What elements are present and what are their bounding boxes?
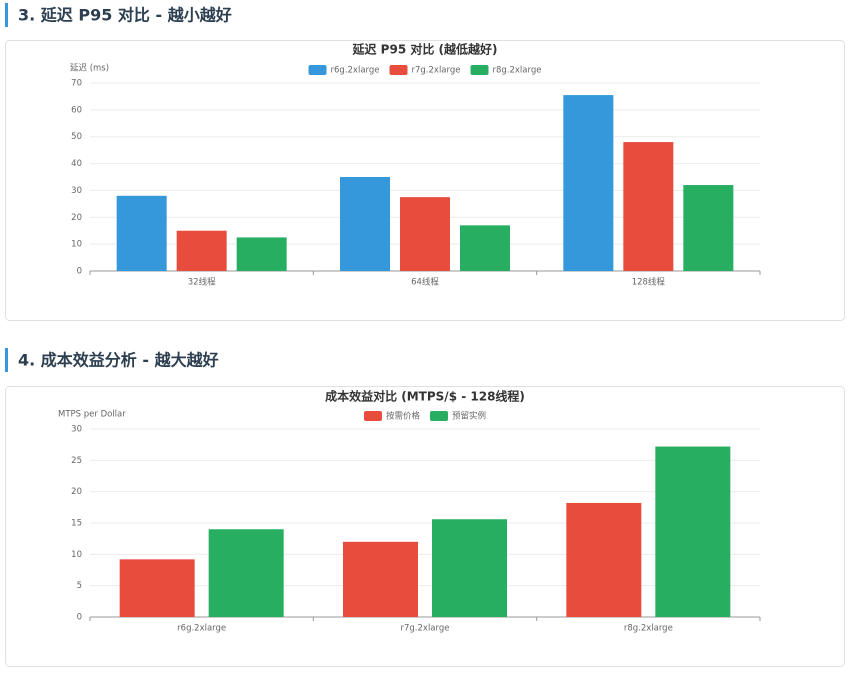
bar bbox=[566, 502, 642, 617]
bar bbox=[655, 446, 731, 617]
heading-bar bbox=[5, 3, 8, 27]
y-tick-label: 0 bbox=[77, 267, 82, 277]
y-tick-label: 20 bbox=[71, 213, 82, 223]
bar bbox=[119, 559, 195, 617]
chart-title: 延迟 P95 对比 (越低越好) bbox=[352, 42, 498, 57]
x-tick-label: r6g.2xlarge bbox=[177, 624, 226, 634]
legend-label: r7g.2xlarge bbox=[412, 66, 461, 76]
legend-label: r6g.2xlarge bbox=[331, 66, 380, 76]
legend-swatch bbox=[363, 411, 382, 421]
legend-swatch bbox=[308, 65, 327, 75]
bar bbox=[208, 529, 284, 617]
chart-title: 成本效益对比 (MTPS/$ - 128线程) bbox=[325, 389, 525, 404]
y-tick-label: 10 bbox=[71, 240, 82, 250]
bar bbox=[623, 142, 674, 271]
bar bbox=[460, 225, 510, 271]
y-tick-label: 0 bbox=[77, 613, 82, 623]
x-tick-label: 128线程 bbox=[632, 277, 666, 288]
y-axis-label: MTPS per Dollar bbox=[58, 410, 126, 420]
bar bbox=[343, 541, 418, 617]
legend-swatch bbox=[470, 65, 489, 75]
bar bbox=[563, 95, 614, 271]
heading-bar bbox=[5, 348, 8, 372]
bar bbox=[432, 519, 507, 617]
y-tick-label: 20 bbox=[71, 487, 82, 497]
x-tick-label: 64线程 bbox=[411, 277, 439, 288]
x-tick-label: r8g.2xlarge bbox=[624, 624, 673, 634]
legend-swatch bbox=[430, 411, 448, 421]
y-tick-label: 30 bbox=[71, 186, 82, 196]
y-tick-label: 25 bbox=[71, 456, 82, 466]
x-tick-label: 32线程 bbox=[188, 277, 216, 288]
y-tick-label: 5 bbox=[77, 581, 82, 591]
y-tick-label: 10 bbox=[71, 550, 82, 560]
bar bbox=[340, 177, 390, 271]
legend-label: 预留实例 bbox=[452, 411, 486, 422]
legend-label: 按需价格 bbox=[386, 411, 421, 422]
bar bbox=[116, 195, 167, 271]
y-tick-label: 50 bbox=[71, 132, 82, 142]
x-tick-label: r7g.2xlarge bbox=[401, 624, 450, 634]
section-heading: 4. 成本效益分析 - 越大越好 bbox=[18, 351, 219, 370]
y-tick-label: 40 bbox=[71, 159, 82, 169]
y-axis-label: 延迟 (ms) bbox=[70, 63, 109, 74]
y-tick-label: 70 bbox=[71, 79, 82, 89]
y-tick-label: 60 bbox=[71, 105, 82, 115]
legend-label: r8g.2xlarge bbox=[492, 66, 541, 76]
bar bbox=[176, 230, 227, 271]
section-heading: 3. 延迟 P95 对比 - 越小越好 bbox=[18, 6, 232, 25]
bar bbox=[400, 197, 450, 271]
legend-swatch bbox=[389, 65, 408, 75]
y-tick-label: 15 bbox=[71, 519, 82, 529]
bar bbox=[236, 237, 287, 271]
y-tick-label: 30 bbox=[71, 425, 82, 435]
bar bbox=[683, 185, 734, 271]
